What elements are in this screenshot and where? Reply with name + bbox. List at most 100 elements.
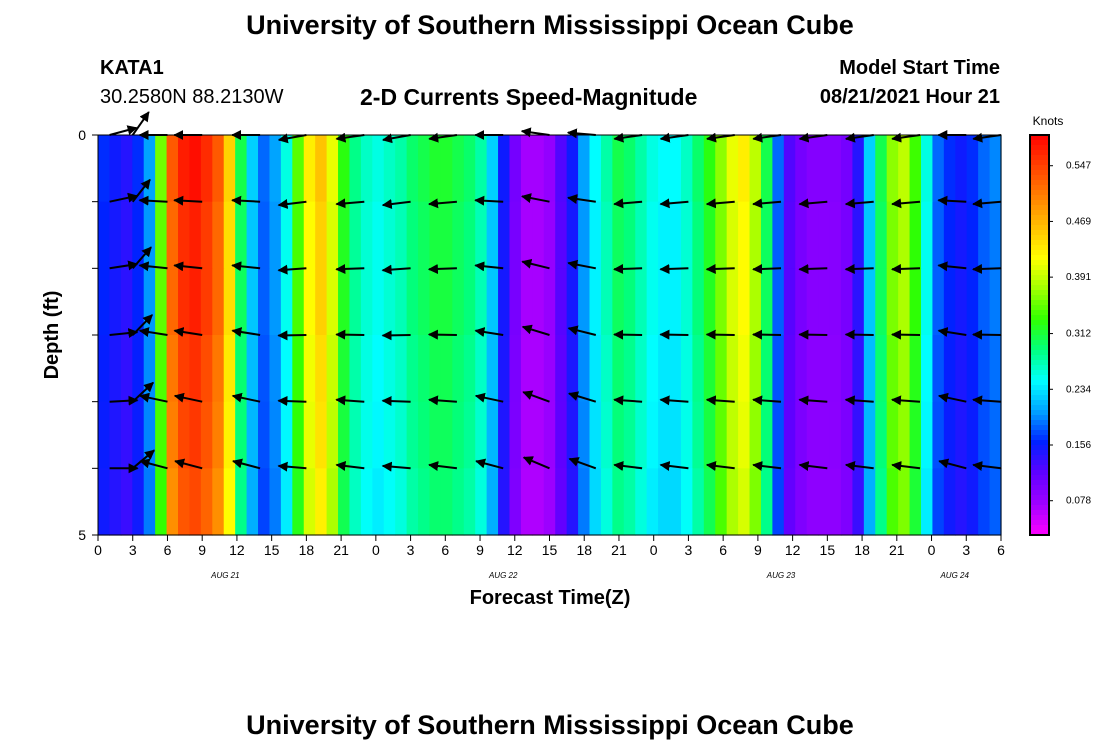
heatmap-cell [349,268,362,336]
heatmap-cell [669,201,682,269]
heatmap-cell [463,201,476,269]
heatmap-cell [486,268,499,336]
heatmap-cell [600,335,613,403]
colorbar-swatch [1030,425,1049,431]
heatmap-cell [246,335,259,403]
heatmap-cell [132,468,145,536]
heatmap-cell [932,135,945,203]
heatmap-cell [772,401,785,469]
current-vector-arrow [139,458,168,470]
heatmap-cell [178,268,191,336]
heatmap-cell [829,401,842,469]
heatmap-cell [109,268,122,336]
heatmap-cell [886,335,899,403]
heatmap-cell [246,268,259,336]
heatmap-cell [360,268,373,336]
heatmap-cell [898,401,911,469]
heatmap-cell [406,335,419,403]
heatmap-cell [326,401,339,469]
current-vector-arrow [659,198,689,209]
colorbar-swatch [1030,195,1049,201]
current-vector-arrow [277,264,307,275]
heatmap-cell [829,135,842,203]
heatmap-cell [303,268,316,336]
current-vector-arrow [474,327,504,337]
heatmap-cell [509,401,522,469]
heatmap-cell [109,335,122,403]
heatmap-cell [200,201,213,269]
heatmap-cell [738,335,751,403]
colorbar-tick-label: 0.469 [1066,216,1091,227]
current-vector-arrow [174,458,203,470]
colorbar-swatch [1030,430,1049,436]
heatmap-cell [109,135,122,203]
heatmap-cell [738,135,751,203]
heatmap-cell [418,135,431,203]
colorbar-tick-label: 0.234 [1066,384,1091,395]
current-vector-arrow [938,458,967,470]
heatmap-cell [189,335,202,403]
heatmap-cell [943,201,956,269]
heatmap-cell [280,335,293,403]
x-axis: 0 3 6 9 12 15 18 21 0 3 6 9 12 15 18 21 0 3 6 9 12 15 18 21 0 3 6 A… [94,535,1005,580]
heatmap-cell [120,401,133,469]
heatmap-cell [909,401,922,469]
heatmap-cell [349,135,362,203]
heatmap-cell [532,335,545,403]
heatmap-cell [943,268,956,336]
heatmap-cell [520,268,533,336]
current-vector-arrow [659,263,689,274]
current-vector-arrow [613,132,643,143]
heatmap-cell [406,201,419,269]
heatmap-cell [429,468,442,536]
heatmap-cell [795,135,808,203]
heatmap-cell [783,335,796,403]
heatmap-cell [440,468,453,536]
heatmap-cell [966,468,979,536]
heatmap-cell [578,201,591,269]
heatmap-cell [589,135,602,203]
heatmap-cell [840,401,853,469]
current-vector-arrow [522,390,550,403]
heatmap-cell [760,335,773,403]
heatmap-cell [566,268,579,336]
heatmap-cell [223,268,236,336]
heatmap-cell [349,201,362,269]
current-vector-arrow [972,198,1002,209]
current-vector-arrow [521,193,550,203]
heatmap-cell [703,468,716,536]
heatmap-cell [806,268,819,336]
heatmap-cell [749,201,762,269]
x-tick-label: 12 [507,542,523,558]
colorbar-swatch [1030,335,1049,341]
current-vector-arrow [381,264,411,275]
heatmap-cell [795,468,808,536]
heatmap-cell [418,468,431,536]
heatmap-cell [772,335,785,403]
heatmap-cell [235,468,248,536]
heatmap-cell [943,468,956,536]
colorbar-swatch [1030,455,1049,461]
heatmap-cells [98,135,1002,536]
heatmap-cell [635,201,648,269]
heatmap-cell [509,135,522,203]
current-vector-arrow [428,461,458,471]
heatmap-cell [692,401,705,469]
heatmap-cell [635,135,648,203]
heatmap-cell [520,135,533,203]
heatmap-cell [600,468,613,536]
heatmap-cell [909,268,922,336]
heatmap-cell [715,201,728,269]
heatmap-cell [463,335,476,403]
colorbar: 0.547 0.469 0.391 0.312 0.234 0.156 0.078 [1029,134,1091,536]
heatmap-cell [612,335,625,403]
current-vector-arrow [891,132,921,143]
heatmap-cell [669,135,682,203]
heatmap-cell [349,468,362,536]
heatmap-cell [280,201,293,269]
heatmap-cell [612,201,625,269]
heatmap-cell [612,401,625,469]
heatmap-cell [623,135,636,203]
heatmap-cell [235,335,248,403]
colorbar-swatch [1030,315,1049,321]
